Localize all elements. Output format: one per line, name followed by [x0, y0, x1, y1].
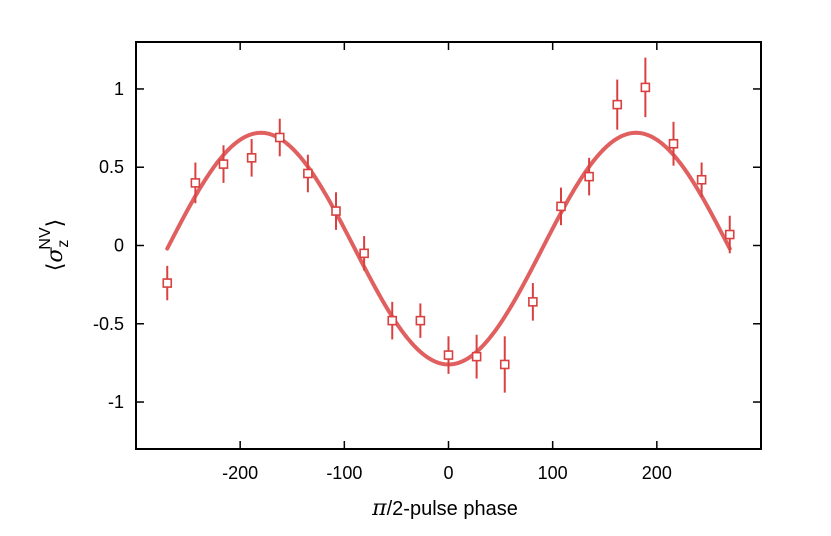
points-layer: [162, 57, 735, 393]
x-axis-title-symbol: π: [371, 496, 387, 521]
y-axis-title: ⟨σzNV⟩: [37, 219, 72, 271]
y-axis-title-subscript: z: [55, 240, 72, 248]
y-tick-label: -1: [108, 392, 124, 412]
y-tick-label: -0.5: [93, 314, 124, 334]
data-point: [415, 315, 426, 326]
data-point: [499, 359, 510, 370]
data-point: [218, 159, 229, 169]
y-axis-title-close: ⟩: [43, 219, 68, 228]
data-point: [668, 138, 679, 149]
x-axis-title: π/2-pulse phase: [371, 496, 518, 521]
data-point: [246, 153, 257, 163]
data-point: [471, 351, 482, 362]
x-tick-label: 200: [642, 463, 672, 483]
y-axis-title-superscript: NV: [37, 227, 54, 250]
data-point: [359, 248, 369, 259]
data-point: [724, 229, 735, 240]
data-point: [387, 315, 398, 326]
data-point: [612, 99, 623, 110]
data-point: [274, 132, 285, 143]
data-point: [640, 82, 651, 93]
x-tick-label: -200: [222, 463, 258, 483]
y-axis-title-open: ⟨: [43, 263, 68, 272]
axes-layer: [135, 41, 762, 450]
y-tick-label: 0: [114, 236, 124, 256]
x-tick-label: 100: [538, 463, 568, 483]
x-axis-title-text: /2-pulse phase: [387, 498, 518, 520]
data-point: [303, 168, 313, 179]
y-tick-label: 0.5: [99, 157, 124, 177]
svg-text:⟨σzNV⟩: ⟨σzNV⟩: [37, 219, 72, 271]
data-point: [556, 201, 566, 212]
data-point: [331, 206, 341, 216]
data-point: [162, 278, 173, 288]
plot-frame: [135, 41, 762, 450]
data-point: [584, 171, 594, 182]
data-point: [443, 350, 454, 360]
x-tick-label: -100: [326, 463, 362, 483]
x-tick-label: 0: [443, 463, 453, 483]
y-tick-label: 1: [114, 79, 124, 99]
data-point: [190, 178, 201, 188]
data-point: [528, 297, 538, 307]
y-axis-title-symbol: σ: [43, 247, 68, 263]
ticks-layer: -200 -100 0 100 200 -1 -0.5 0 0.5 1: [93, 42, 761, 483]
data-point: [696, 174, 707, 185]
